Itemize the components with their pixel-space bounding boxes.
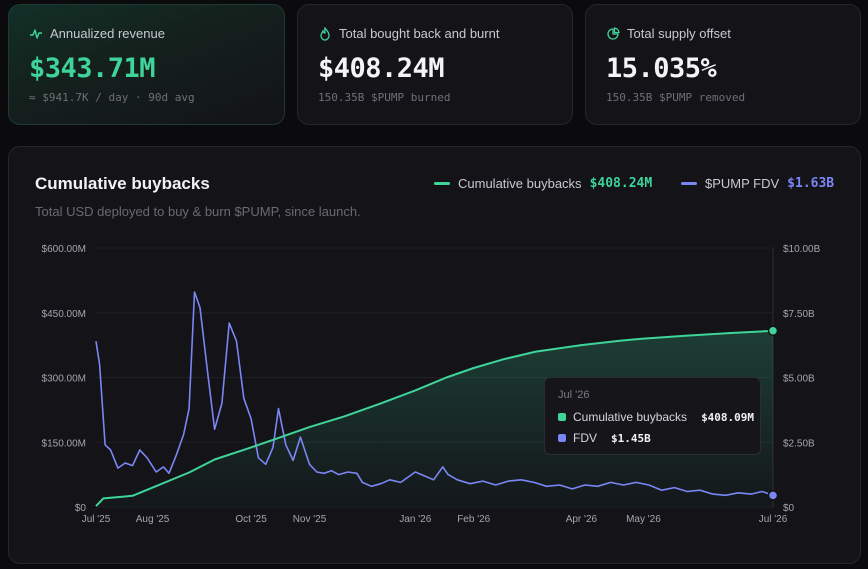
fdv-hover-point (767, 490, 779, 501)
x-tick-label: Nov '25 (293, 514, 327, 525)
y-right-tick-label: $2.50B (783, 438, 815, 449)
stat-subtext: 150.35B $PUMP burned (318, 91, 451, 104)
legend-value: $408.24M (589, 176, 653, 191)
x-tick-label: May '26 (626, 514, 661, 525)
legend-label: $PUMP FDV (705, 176, 780, 191)
y-left-tick-label: $450.00M (42, 309, 86, 320)
stat-label: Total bought back and burnt (339, 26, 500, 41)
fdv-series-line (95, 291, 774, 497)
y-right-tick-label: $10.00B (783, 244, 821, 255)
legend-item-buybacks[interactable]: Cumulative buybacks $408.24M (434, 176, 652, 191)
x-tick-label: Apr '26 (566, 514, 598, 525)
tooltip-label: FDV (573, 431, 597, 445)
tooltip-row-buybacks: Cumulative buybacks $408.09M (558, 410, 754, 424)
x-tick-label: Jul '25 (82, 514, 111, 525)
tooltip-row-fdv: FDV $1.45B (558, 431, 651, 445)
tooltip-value: $408.09M (701, 410, 755, 424)
chart-subtitle: Total USD deployed to buy & burn $PUMP, … (35, 204, 361, 219)
legend-value: $1.63B (787, 176, 835, 191)
x-tick-label: Jul '26 (759, 514, 788, 525)
stat-subtext: ≈ $941.7K / day · 90d avg (29, 91, 195, 104)
y-left-tick-label: $0 (75, 503, 87, 514)
pie-chart-icon (606, 26, 620, 41)
y-right-tick-label: $0 (783, 503, 795, 514)
chart-tooltip: Jul '26 Cumulative buybacks $408.09M FDV… (544, 377, 761, 455)
y-left-tick-label: $300.00M (42, 374, 86, 385)
x-tick-label: Aug '25 (136, 514, 170, 525)
tooltip-swatch (558, 434, 566, 442)
tooltip-label: Cumulative buybacks (573, 410, 688, 424)
stat-value: 15.035% (606, 53, 717, 84)
x-tick-label: Feb '26 (457, 514, 490, 525)
y-left-tick-label: $150.00M (42, 438, 86, 449)
stat-card-supply-offset: Total supply offset 15.035% 150.35B $PUM… (585, 4, 861, 125)
legend-label: Cumulative buybacks (458, 176, 582, 191)
stat-label: Total supply offset (627, 26, 731, 41)
legend-item-fdv[interactable]: $PUMP FDV $1.63B (681, 176, 834, 191)
stat-value: $408.24M (318, 53, 445, 84)
stat-card-annualized-revenue: Annualized revenue $343.71M ≈ $941.7K / … (8, 4, 285, 125)
stat-value: $343.71M (29, 53, 156, 84)
x-tick-label: Jan '26 (399, 514, 431, 525)
stat-card-total-burnt: Total bought back and burnt $408.24M 150… (297, 4, 573, 125)
y-right-tick-label: $7.50B (783, 309, 815, 320)
chart-title: Cumulative buybacks (35, 174, 210, 193)
legend-swatch (681, 182, 697, 185)
stat-label: Annualized revenue (50, 26, 165, 41)
tooltip-value: $1.45B (611, 431, 651, 445)
x-tick-label: Oct '25 (235, 514, 267, 525)
y-right-tick-label: $5.00B (783, 374, 815, 385)
y-left-tick-label: $600.00M (42, 244, 86, 255)
legend-swatch (434, 182, 450, 185)
flame-icon (318, 26, 332, 41)
buybacks-hover-point (767, 325, 779, 337)
stat-subtext: 150.35B $PUMP removed (606, 91, 746, 104)
tooltip-date: Jul '26 (558, 389, 590, 401)
tooltip-swatch (558, 413, 566, 421)
buybacks-series-line (95, 329, 774, 507)
activity-icon (29, 27, 43, 41)
